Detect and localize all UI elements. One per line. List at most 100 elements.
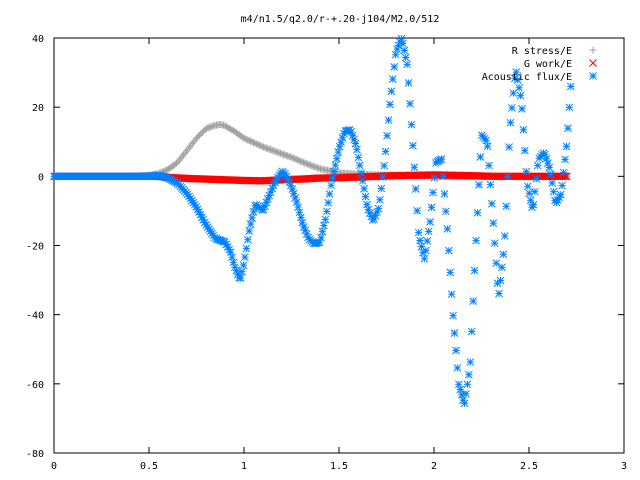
point-r-stress: [292, 155, 300, 163]
point-acoustic-flux: [387, 87, 396, 96]
point-acoustic-flux: [388, 75, 397, 83]
point-r-stress: [238, 133, 246, 141]
point-acoustic-flux: [332, 154, 341, 163]
point-r-stress: [257, 142, 265, 150]
point-acoustic-flux: [565, 103, 574, 112]
point-acoustic-flux: [426, 218, 434, 226]
point-acoustic-flux: [353, 145, 361, 154]
x-tick-label: 1.5: [330, 461, 348, 472]
point-acoustic-flux: [226, 248, 235, 257]
point-r-stress: [177, 154, 185, 162]
point-r-stress: [294, 156, 302, 164]
point-acoustic-flux: [228, 253, 236, 262]
legend-marker-r-stress: [589, 46, 597, 54]
point-acoustic-flux: [467, 327, 476, 336]
point-acoustic-flux: [545, 163, 554, 172]
point-acoustic-flux: [243, 235, 252, 244]
point-acoustic-flux: [330, 167, 338, 176]
point-r-stress: [298, 158, 306, 166]
point-r-stress: [190, 138, 198, 146]
point-acoustic-flux: [245, 227, 254, 235]
point-acoustic-flux: [198, 213, 206, 222]
point-r-stress: [252, 140, 260, 148]
point-acoustic-flux: [556, 190, 565, 199]
point-acoustic-flux: [292, 198, 301, 207]
point-acoustic-flux: [566, 82, 575, 91]
point-acoustic-flux: [483, 142, 492, 151]
point-r-stress: [287, 153, 295, 161]
point-acoustic-flux: [429, 188, 437, 197]
point-acoustic-flux: [338, 134, 347, 142]
point-r-stress: [201, 126, 209, 134]
point-acoustic-flux: [487, 199, 496, 208]
point-r-stress: [265, 145, 273, 153]
point-r-stress: [275, 149, 283, 157]
point-r-stress: [254, 140, 262, 148]
point-acoustic-flux: [239, 261, 248, 269]
legend-marker-g-work: [589, 59, 597, 67]
point-r-stress: [191, 136, 199, 144]
point-acoustic-flux: [360, 184, 368, 193]
series-acoustic-flux: [50, 34, 575, 408]
point-acoustic-flux: [409, 141, 417, 150]
point-r-stress: [271, 147, 279, 155]
point-r-stress: [244, 136, 252, 144]
point-acoustic-flux: [523, 182, 532, 191]
point-r-stress: [228, 126, 236, 134]
point-acoustic-flux: [400, 46, 409, 55]
point-r-stress: [312, 163, 320, 171]
point-acoustic-flux: [361, 192, 370, 201]
point-acoustic-flux: [495, 289, 503, 298]
point-acoustic-flux: [397, 34, 406, 43]
point-r-stress: [282, 151, 290, 159]
point-acoustic-flux: [489, 219, 498, 227]
point-r-stress: [204, 124, 212, 132]
point-acoustic-flux: [430, 173, 439, 182]
point-acoustic-flux: [452, 346, 460, 355]
x-tick-label: 2: [431, 461, 437, 472]
point-r-stress: [279, 150, 287, 158]
point-r-stress: [175, 156, 183, 164]
point-r-stress: [277, 149, 285, 157]
point-r-stress: [245, 137, 253, 145]
legend-label-g-work: G work/E: [524, 59, 572, 70]
point-acoustic-flux: [559, 168, 568, 177]
point-r-stress: [178, 152, 186, 160]
point-r-stress: [268, 146, 276, 154]
point-acoustic-flux: [533, 161, 542, 170]
point-acoustic-flux: [423, 237, 432, 245]
point-r-stress: [174, 158, 182, 166]
point-r-stress: [181, 149, 189, 157]
point-acoustic-flux: [492, 259, 501, 268]
point-r-stress: [220, 121, 228, 129]
point-acoustic-flux: [440, 190, 449, 198]
point-r-stress: [227, 125, 235, 133]
point-acoustic-flux: [546, 170, 555, 179]
point-r-stress: [202, 124, 210, 132]
point-acoustic-flux: [322, 207, 331, 216]
point-acoustic-flux: [291, 193, 300, 202]
point-acoustic-flux: [235, 273, 244, 282]
point-acoustic-flux: [519, 125, 528, 134]
point-acoustic-flux: [324, 198, 333, 207]
point-acoustic-flux: [505, 143, 513, 151]
point-acoustic-flux: [241, 253, 249, 262]
plot-frame: [53, 37, 625, 454]
point-acoustic-flux: [516, 91, 525, 100]
point-r-stress: [255, 141, 263, 149]
x-tick-label: 3: [621, 461, 627, 472]
point-r-stress: [259, 143, 267, 151]
point-r-stress: [242, 135, 250, 143]
y-tick-label: 40: [32, 34, 44, 45]
point-acoustic-flux: [384, 116, 393, 124]
point-acoustic-flux: [503, 172, 512, 181]
marks: [50, 34, 575, 408]
point-r-stress: [269, 147, 277, 155]
x-tick-label: 0: [51, 461, 57, 472]
point-r-stress: [301, 159, 309, 167]
point-acoustic-flux: [482, 136, 490, 145]
point-acoustic-flux: [476, 153, 485, 161]
point-acoustic-flux: [500, 232, 509, 240]
point-acoustic-flux: [473, 208, 482, 217]
